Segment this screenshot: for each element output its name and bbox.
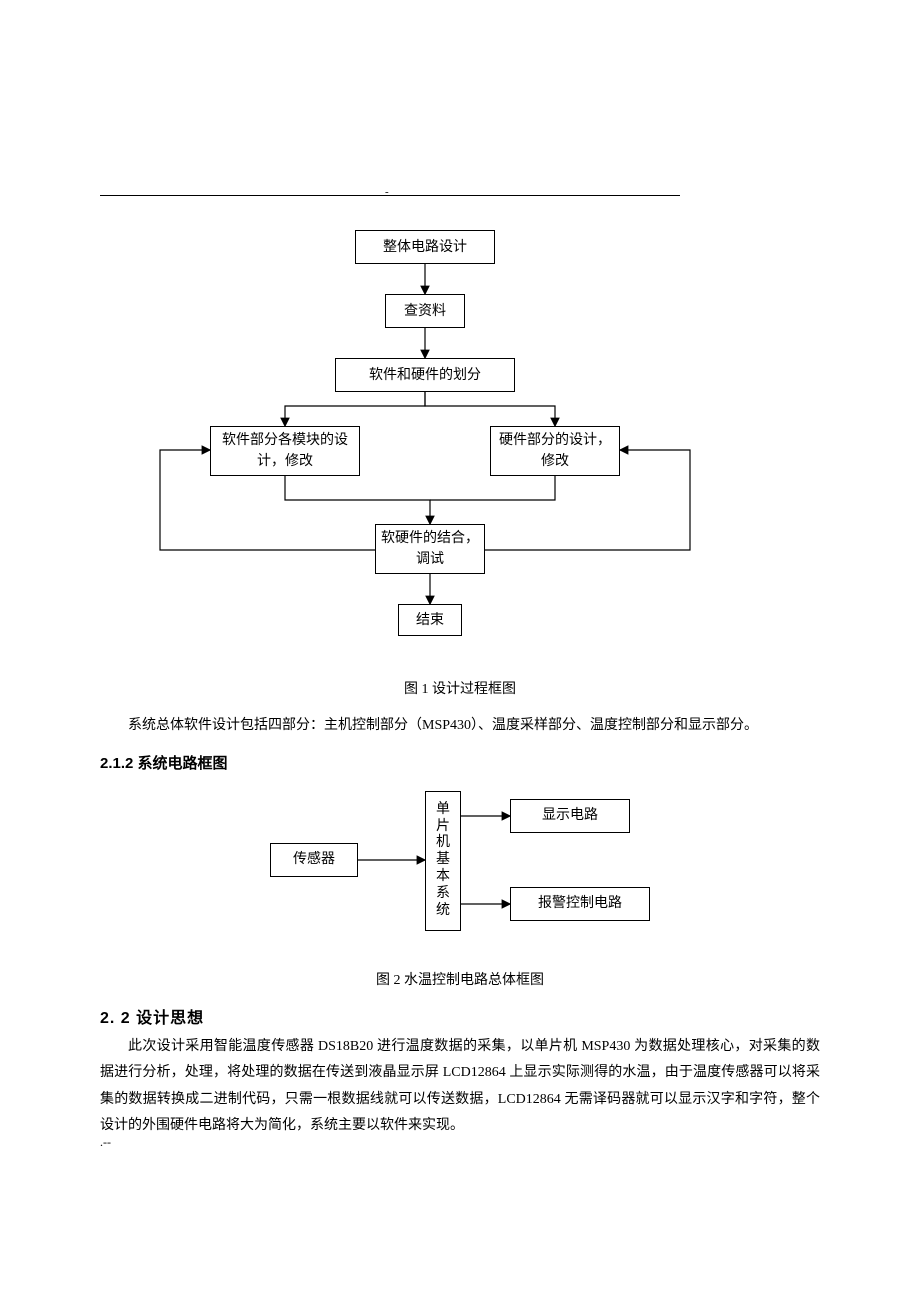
paragraph-design-idea: 此次设计采用智能温度传感器 DS18B20 进行温度数据的采集，以单片机 MSP… bbox=[100, 1034, 820, 1140]
flowchart1-arrow-4 bbox=[285, 476, 430, 524]
flowchart2-node-m3: 显示电路 bbox=[510, 799, 630, 833]
figure2-caption: 图 2 水温控制电路总体框图 bbox=[100, 969, 820, 989]
flowchart-circuit-block: 传感器 单片机基本系统 显示电路报警控制电路 bbox=[210, 781, 710, 951]
figure1-caption: 图 1 设计过程框图 bbox=[100, 678, 820, 698]
flowchart2-node-m4: 报警控制电路 bbox=[510, 887, 650, 921]
flowchart1-arrow-2 bbox=[285, 392, 425, 426]
header-dash: - bbox=[385, 186, 389, 198]
page: - 整体电路设计查资料软件和硬件的划分软件部分各模块的设计，修改 硬件部分的设计，… bbox=[0, 0, 920, 1210]
flowchart1-node-n4: 软件部分各模块的设计，修改 bbox=[210, 426, 360, 476]
flowchart2-node-m2: 单片机基本系统 bbox=[425, 791, 461, 931]
flowchart2-node-m1: 传感器 bbox=[270, 843, 358, 877]
footer-mark: .-- bbox=[100, 1135, 111, 1150]
flowchart1-arrow-5 bbox=[430, 476, 555, 500]
flowchart1-node-n1: 整体电路设计 bbox=[355, 230, 495, 264]
flowchart1-node-n3: 软件和硬件的划分 bbox=[335, 358, 515, 392]
flowchart1-node-n5: 硬件部分的设计，修改 bbox=[490, 426, 620, 476]
flowchart1-node-n6: 软硬件的结合，调试 bbox=[375, 524, 485, 574]
section-2-2-heading: 2. 2 设计思想 bbox=[100, 1004, 820, 1028]
section-2-1-2-heading: 2.1.2 系统电路框图 bbox=[100, 752, 820, 773]
flowchart-design-process: 整体电路设计查资料软件和硬件的划分软件部分各模块的设计，修改 硬件部分的设计，修改… bbox=[150, 230, 770, 660]
flowchart1-node-n2: 查资料 bbox=[385, 294, 465, 328]
header-rule bbox=[100, 195, 680, 196]
flowchart1-arrow-3 bbox=[425, 392, 555, 426]
paragraph-system-parts: 系统总体软件设计包括四部分：主机控制部分（MSP430）、温度采样部分、温度控制… bbox=[100, 713, 820, 740]
flowchart1-node-n7: 结束 bbox=[398, 604, 462, 636]
